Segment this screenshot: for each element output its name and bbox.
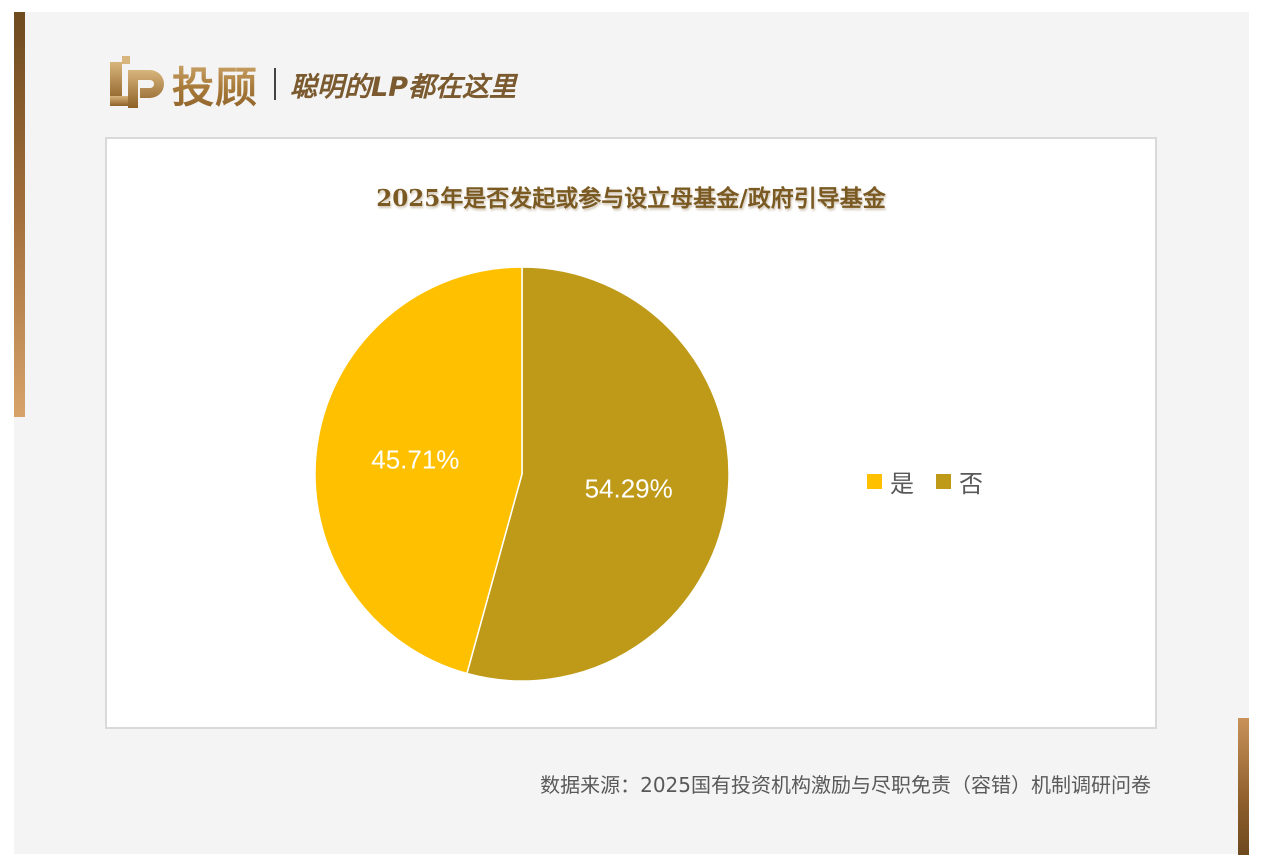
legend-item-no: 否: [936, 464, 983, 499]
data-label-yes: 45.71%: [371, 445, 459, 475]
legend-item-yes: 是: [867, 464, 914, 499]
legend-swatch: [867, 474, 882, 489]
data-source-note: 数据来源：2025国有投资机构激励与尽职免责（容错）机制调研问卷: [540, 773, 1151, 797]
legend-label: 否: [959, 470, 983, 498]
legend-label: 是: [890, 470, 914, 498]
pie-chart: 54.29% 45.71%: [314, 266, 730, 682]
slogan: 聪明的LP都在这里: [290, 71, 517, 103]
pie-slice-yes: [314, 266, 523, 675]
chart-legend: 是否: [867, 464, 983, 499]
logo-text: 投顾: [172, 54, 258, 115]
pie-slice-no: [465, 266, 730, 682]
data-label-no: 54.29%: [585, 473, 673, 503]
left-accent-bar: [14, 12, 25, 417]
lp-logo-icon: [110, 56, 164, 108]
logo-divider: [274, 68, 277, 100]
chart-title: 2025年是否发起或参与设立母基金/政府引导基金: [376, 185, 886, 212]
right-accent-bar: [1238, 718, 1249, 855]
brand-logo: 投顾 聪明的LP都在这里: [108, 56, 516, 112]
legend-swatch: [936, 474, 951, 489]
chart-panel: 2025年是否发起或参与设立母基金/政府引导基金 54.29% 45.71% 是否: [105, 137, 1157, 729]
